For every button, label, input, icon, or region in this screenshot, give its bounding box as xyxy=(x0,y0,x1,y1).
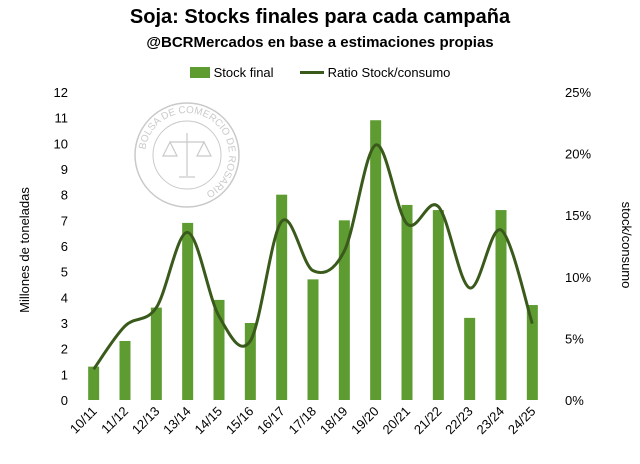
x-tick-label: 21/22 xyxy=(411,404,445,438)
x-tick-label: 12/13 xyxy=(129,404,163,438)
bar-19-20 xyxy=(370,120,382,400)
x-tick-label: 10/11 xyxy=(67,404,100,437)
y2-tick-label: 15% xyxy=(565,208,591,223)
y-tick-label: 2 xyxy=(61,342,68,357)
y2-tick-label: 20% xyxy=(565,147,591,162)
x-tick-label: 18/19 xyxy=(317,404,351,438)
scales-of-justice-icon xyxy=(162,133,212,178)
y2-tick-label: 5% xyxy=(565,331,584,346)
bar-18-19 xyxy=(338,220,350,400)
bar-13-14 xyxy=(182,222,194,400)
y-tick-label: 7 xyxy=(61,213,68,228)
chart-subtitle: @BCRMercados en base a estimaciones prop… xyxy=(146,34,494,51)
y-tick-label: 9 xyxy=(61,162,68,177)
legend-swatch-line xyxy=(299,70,324,74)
y-axis-title: Millones de toneladas xyxy=(17,187,32,313)
y2-tick-label: 0% xyxy=(565,393,584,408)
y2-tick-label: 25% xyxy=(565,85,591,100)
legend-label-line: Ratio Stock/consumo xyxy=(327,64,451,80)
x-tick-label: 20/21 xyxy=(380,404,414,438)
x-axis: 10/1111/1212/1313/1414/1515/1616/1717/18… xyxy=(67,404,539,438)
y-tick-label: 8 xyxy=(61,188,68,203)
bar-16-17 xyxy=(276,194,288,400)
y-tick-label: 4 xyxy=(61,290,68,305)
y-tick-label: 6 xyxy=(61,239,68,254)
bar-21-22 xyxy=(432,210,444,400)
x-tick-label: 22/23 xyxy=(442,404,476,438)
x-tick-label: 11/12 xyxy=(98,404,131,437)
bar-23-24 xyxy=(495,210,507,400)
y-tick-label: 5 xyxy=(61,265,68,280)
x-tick-label: 19/20 xyxy=(348,404,382,438)
bar-11-12 xyxy=(119,340,131,400)
legend-item-line: Ratio Stock/consumo xyxy=(299,64,451,80)
y-tick-label: 12 xyxy=(54,85,68,100)
bar-15-16 xyxy=(244,323,256,400)
legend-label-bar: Stock final xyxy=(213,64,274,80)
x-tick-label: 13/14 xyxy=(160,404,194,438)
legend-swatch-bar xyxy=(189,66,210,78)
y2-tick-label: 10% xyxy=(565,270,591,285)
bar-17-18 xyxy=(307,279,319,400)
bar-12-13 xyxy=(150,307,162,400)
y-tick-label: 0 xyxy=(61,393,68,408)
legend-item-bar: Stock final xyxy=(189,64,274,80)
bar-22-23 xyxy=(464,317,476,400)
watermark-seal: BOLSA DE COMERCIO DE ROSARIO xyxy=(134,102,240,208)
chart-title: Soja: Stocks finales para cada campaña xyxy=(129,6,511,28)
bar-10-11 xyxy=(88,366,100,400)
bar-series xyxy=(88,120,538,400)
y-tick-label: 1 xyxy=(61,367,68,382)
x-tick-label: 15/16 xyxy=(223,404,257,438)
y-tick-label: 3 xyxy=(61,316,68,331)
legend: Stock final Ratio Stock/consumo xyxy=(0,63,640,81)
y-axis-right: 0% 5% 10% 15% 20% 25% xyxy=(565,85,591,408)
seal-inner-ring xyxy=(152,120,222,190)
x-tick-label: 24/25 xyxy=(505,404,539,438)
x-tick-label: 16/17 xyxy=(254,404,288,438)
y-tick-label: 10 xyxy=(54,136,68,151)
x-tick-label: 23/24 xyxy=(474,404,508,438)
x-tick-label: 17/18 xyxy=(286,404,320,438)
y2-axis-title: stock/consumo xyxy=(619,202,634,289)
seal-outer-ring xyxy=(134,102,240,208)
x-tick-label: 14/15 xyxy=(192,404,226,438)
bar-14-15 xyxy=(213,299,225,400)
y-tick-label: 11 xyxy=(55,111,69,126)
bar-20-21 xyxy=(401,204,413,400)
line-series xyxy=(92,143,534,371)
bar-24-25 xyxy=(526,305,538,400)
